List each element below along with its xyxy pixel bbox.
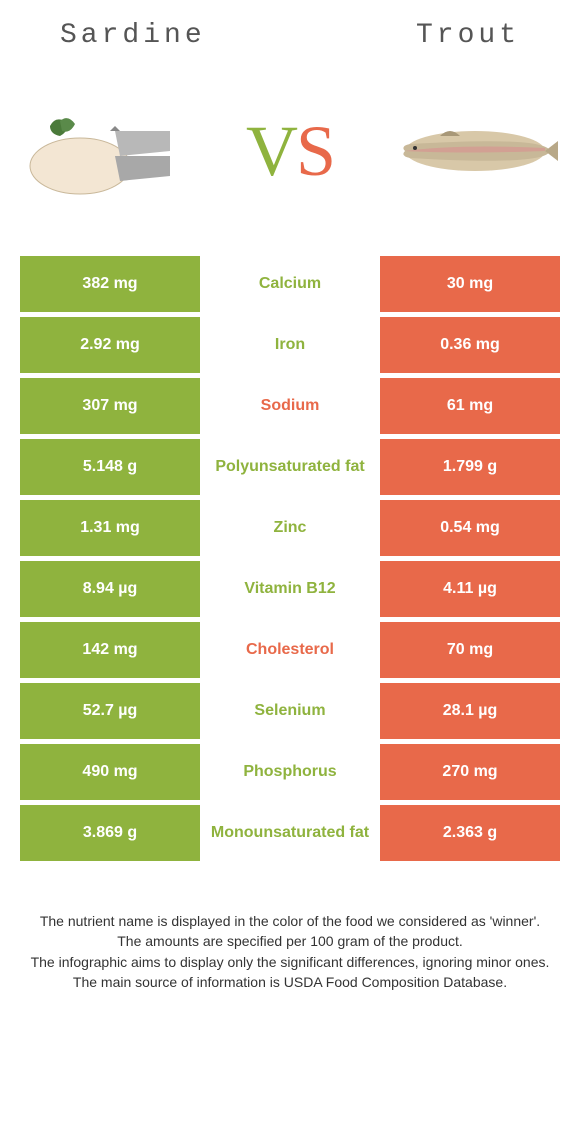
sardine-image [20,96,190,206]
left-food-title: Sardine [60,20,206,51]
left-value: 2.92 mg [20,317,200,373]
nutrient-label: Selenium [200,683,380,739]
right-value: 4.11 µg [380,561,560,617]
nutrient-label: Cholesterol [200,622,380,678]
table-row: 8.94 µgVitamin B124.11 µg [20,561,560,617]
left-value: 1.31 mg [20,500,200,556]
header: Sardine Trout [0,20,580,86]
nutrient-label: Calcium [200,256,380,312]
table-row: 5.148 gPolyunsaturated fat1.799 g [20,439,560,495]
right-value: 270 mg [380,744,560,800]
table-row: 142 mgCholesterol70 mg [20,622,560,678]
left-value: 5.148 g [20,439,200,495]
left-value: 382 mg [20,256,200,312]
footnote-line: The amounts are specified per 100 gram o… [30,931,550,951]
table-row: 3.869 gMonounsaturated fat2.363 g [20,805,560,861]
right-value: 30 mg [380,256,560,312]
nutrient-label: Zinc [200,500,380,556]
vs-v: V [246,110,296,193]
left-value: 8.94 µg [20,561,200,617]
right-value: 28.1 µg [380,683,560,739]
nutrient-table: 382 mgCalcium30 mg2.92 mgIron0.36 mg307 … [20,256,560,861]
nutrient-label: Sodium [200,378,380,434]
nutrient-label: Iron [200,317,380,373]
footnotes: The nutrient name is displayed in the co… [0,861,580,992]
footnote-line: The main source of information is USDA F… [30,972,550,992]
table-row: 307 mgSodium61 mg [20,378,560,434]
left-value: 307 mg [20,378,200,434]
right-value: 70 mg [380,622,560,678]
left-value: 142 mg [20,622,200,678]
right-value: 61 mg [380,378,560,434]
nutrient-label: Polyunsaturated fat [200,439,380,495]
trout-image [390,96,560,206]
table-row: 2.92 mgIron0.36 mg [20,317,560,373]
nutrient-label: Phosphorus [200,744,380,800]
table-row: 490 mgPhosphorus270 mg [20,744,560,800]
right-food-title: Trout [416,20,520,51]
vs-s: S [296,110,334,193]
left-value: 490 mg [20,744,200,800]
right-value: 1.799 g [380,439,560,495]
left-value: 52.7 µg [20,683,200,739]
right-value: 0.36 mg [380,317,560,373]
table-row: 1.31 mgZinc0.54 mg [20,500,560,556]
table-row: 382 mgCalcium30 mg [20,256,560,312]
vs-label: VS [246,110,334,193]
table-row: 52.7 µgSelenium28.1 µg [20,683,560,739]
left-value: 3.869 g [20,805,200,861]
nutrient-label: Monounsaturated fat [200,805,380,861]
nutrient-label: Vitamin B12 [200,561,380,617]
hero-row: VS [0,86,580,256]
right-value: 2.363 g [380,805,560,861]
footnote-line: The nutrient name is displayed in the co… [30,911,550,931]
footnote-line: The infographic aims to display only the… [30,952,550,972]
right-value: 0.54 mg [380,500,560,556]
